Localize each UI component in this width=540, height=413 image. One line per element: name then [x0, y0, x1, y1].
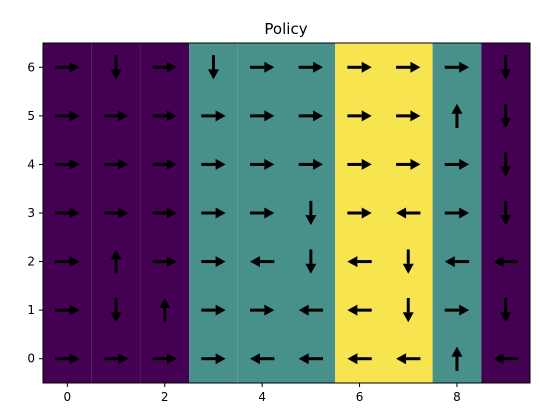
policy-arrow-3-0-right — [201, 353, 226, 365]
policy-arrow-8-4-right — [444, 158, 470, 170]
policy-arrow-7-3-left — [396, 207, 421, 219]
policy-arrow-5-6-right — [298, 61, 324, 73]
y-tick-label: 5 — [27, 109, 35, 123]
policy-arrow-4-3-right — [249, 207, 275, 219]
chart-title: Policy — [264, 20, 307, 38]
y-tick-label: 3 — [27, 206, 35, 220]
policy-arrow-0-4-right — [55, 158, 80, 170]
policy-arrow-6-4-right — [347, 158, 372, 170]
policy-arrow-3-1-right — [201, 304, 226, 316]
policy-arrow-5-2-down — [305, 249, 317, 274]
policy-arrow-7-5-right — [396, 110, 421, 122]
policy-arrow-6-1-left — [347, 304, 372, 316]
policy-arrow-4-0-left — [249, 353, 275, 365]
policy-arrow-7-2-down — [402, 249, 414, 274]
policy-arrow-2-4-right — [152, 158, 177, 170]
policy-arrow-2-1-up — [159, 298, 171, 323]
policy-arrow-2-0-right — [152, 353, 177, 365]
policy-arrow-4-4-right — [249, 158, 275, 170]
policy-arrow-4-1-right — [249, 304, 275, 316]
policy-arrow-3-4-right — [201, 158, 226, 170]
policy-arrow-9-2-left — [493, 256, 518, 268]
policy-arrow-8-5-up — [451, 103, 463, 128]
policy-arrow-6-0-left — [347, 353, 372, 365]
policy-arrow-0-3-right — [55, 207, 80, 219]
x-tick-label: 2 — [161, 390, 169, 404]
x-tick-label: 0 — [64, 390, 72, 404]
policy-arrow-1-6-down — [110, 55, 122, 80]
policy-arrow-2-5-right — [152, 110, 177, 122]
y-tick-label: 2 — [27, 255, 35, 269]
policy-arrow-2-6-right — [152, 61, 177, 73]
x-axis-ticks: 0 2 4 6 8 — [64, 383, 461, 404]
y-tick-label: 6 — [27, 60, 35, 74]
policy-arrow-1-2-up — [110, 249, 122, 274]
policy-arrow-7-0-left — [396, 353, 421, 365]
policy-arrow-5-5-right — [298, 110, 324, 122]
y-tick-label: 1 — [27, 303, 35, 317]
x-tick-label: 8 — [453, 390, 461, 404]
x-tick-label: 4 — [258, 390, 266, 404]
y-tick-label: 4 — [27, 157, 35, 171]
y-tick-label: 0 — [27, 352, 35, 366]
policy-arrow-5-1-left — [298, 304, 324, 316]
policy-arrow-6-6-right — [347, 61, 372, 73]
policy-arrow-6-5-right — [347, 110, 372, 122]
policy-arrow-8-1-right — [444, 304, 470, 316]
policy-arrow-9-0-left — [493, 353, 518, 365]
policy-arrow-3-5-right — [201, 110, 226, 122]
policy-arrow-9-4-down — [500, 152, 512, 177]
policy-arrow-0-2-right — [55, 256, 80, 268]
policy-arrow-3-3-right — [201, 207, 226, 219]
policy-arrow-4-2-left — [249, 256, 275, 268]
policy-arrow-7-4-right — [396, 158, 421, 170]
policy-arrow-7-6-right — [396, 61, 421, 73]
policy-arrow-7-1-down — [402, 298, 414, 323]
policy-arrow-5-0-left — [298, 353, 324, 365]
policy-arrow-9-5-down — [500, 103, 512, 128]
policy-arrow-8-0-up — [451, 346, 463, 371]
policy-arrow-9-3-down — [500, 200, 512, 226]
policy-arrow-4-5-right — [249, 110, 275, 122]
policy-arrow-3-2-right — [201, 256, 226, 268]
policy-arrow-9-1-down — [500, 298, 512, 323]
policy-arrow-0-5-right — [55, 110, 80, 122]
policy-arrow-9-6-down — [500, 55, 512, 80]
policy-arrow-0-0-right — [55, 353, 80, 365]
policy-arrow-1-1-down — [110, 298, 122, 323]
policy-arrow-0-1-right — [55, 304, 80, 316]
y-axis-ticks: 0 1 2 3 4 5 6 — [27, 60, 43, 366]
policy-arrow-5-4-right — [298, 158, 324, 170]
policy-arrow-8-2-left — [444, 256, 470, 268]
policy-arrow-1-4-right — [103, 158, 129, 170]
policy-arrow-1-0-right — [103, 353, 129, 365]
policy-arrow-3-6-down — [207, 55, 219, 80]
policy-arrow-6-3-right — [347, 207, 372, 219]
policy-arrow-5-3-down — [305, 200, 317, 226]
policy-arrow-1-3-right — [103, 207, 129, 219]
policy-arrow-2-3-right — [152, 207, 177, 219]
policy-arrow-4-6-right — [249, 61, 275, 73]
x-tick-label: 6 — [356, 390, 364, 404]
policy-arrow-2-2-right — [152, 256, 177, 268]
policy-arrows — [55, 55, 518, 371]
policy-arrow-8-6-right — [444, 61, 470, 73]
policy-arrow-0-6-right — [55, 61, 80, 73]
policy-arrow-6-2-left — [347, 256, 372, 268]
policy-arrow-1-5-right — [103, 110, 129, 122]
policy-arrow-8-3-right — [444, 207, 470, 219]
